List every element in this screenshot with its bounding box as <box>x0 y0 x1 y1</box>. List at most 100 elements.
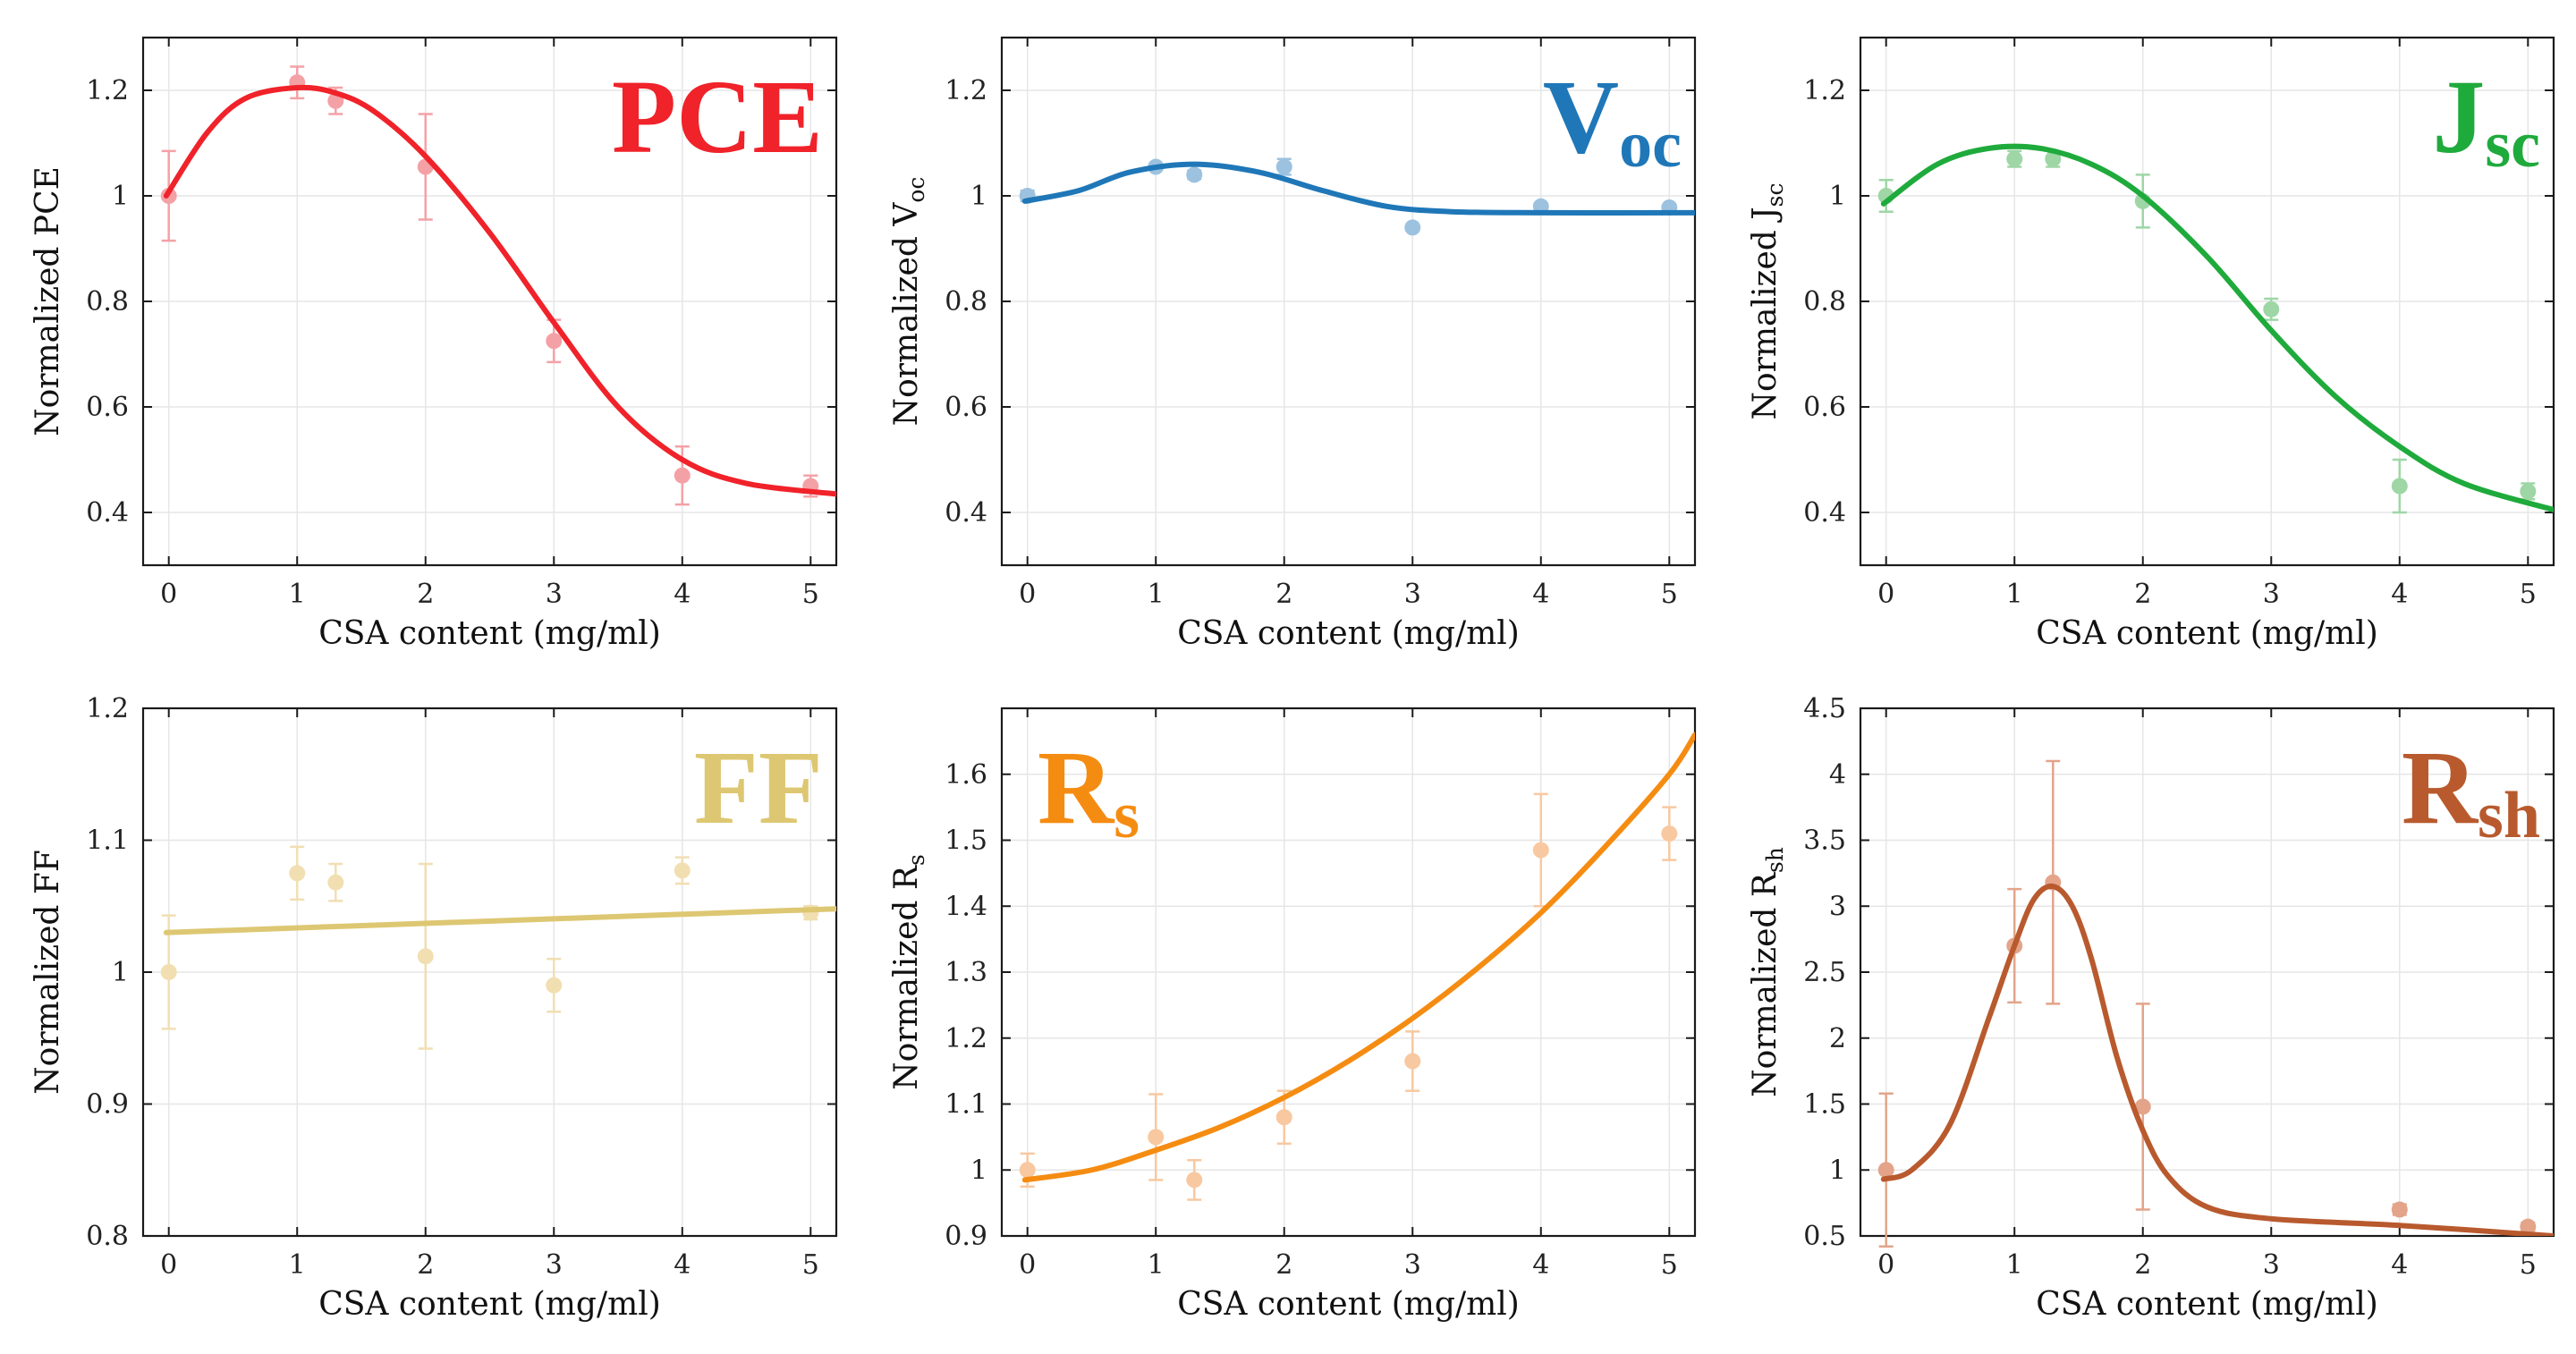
y-tick-label: 1.6 <box>945 759 987 791</box>
y-tick-label: 1 <box>1829 1155 1846 1186</box>
x-tick-label: 2 <box>2134 1249 2151 1281</box>
y-tick-label: 1.1 <box>86 825 129 857</box>
data-point <box>2006 150 2023 167</box>
y-axis-label: Normalized PCE <box>30 166 66 436</box>
y-tick-label: 1.2 <box>945 75 987 106</box>
x-tick-label: 1 <box>2006 1249 2023 1281</box>
y-tick-label: 0.5 <box>1803 1221 1846 1252</box>
fit-curve <box>1021 161 1695 216</box>
x-tick-label: 3 <box>1404 1249 1421 1281</box>
data-point <box>2391 1201 2408 1218</box>
chart-panel-0: 0 1 2 3 4 5 0.4 0.6 0.8 1 1.2 CSA content (mg/ml) No… <box>30 36 838 652</box>
x-tick-label: 3 <box>546 579 563 610</box>
x-axis-label: CSA content (mg/ml) <box>1177 1286 1520 1323</box>
x-tick-label: 1 <box>1148 579 1165 610</box>
y-axis-label-main: Normalized R <box>888 865 925 1090</box>
y-tick-label: 0.4 <box>1803 497 1846 529</box>
chart-panel-4: 0 1 2 3 4 5 0.9 1 1.1 1.2 1.3 1.4 1.5 1.6 CSA content … <box>888 707 1697 1323</box>
data-point <box>674 467 691 484</box>
x-tick-label: 4 <box>2391 579 2408 610</box>
data-point <box>327 874 344 891</box>
y-axis-label: Normalized Rs <box>888 854 929 1090</box>
y-axis-label-main: Normalized J <box>1747 207 1784 419</box>
fit-curve <box>1880 883 2554 1236</box>
y-axis-label: Normalized Rsh <box>1747 847 1788 1097</box>
y-tick-label: 0.9 <box>86 1089 129 1121</box>
data-point <box>160 964 177 980</box>
x-tick-label: 4 <box>674 1249 691 1281</box>
y-tick-label: 1.3 <box>945 957 987 988</box>
y-tick-label: 3 <box>1829 891 1846 922</box>
chart-title: PCE <box>612 58 823 175</box>
y-tick-label: 0.4 <box>945 497 987 529</box>
x-tick-label: 1 <box>1148 1249 1165 1281</box>
y-tick-label: 2 <box>1829 1023 1846 1054</box>
x-tick-label: 3 <box>2263 579 2280 610</box>
y-tick-label: 1 <box>970 181 987 212</box>
y-tick-label: 0.9 <box>945 1221 987 1252</box>
chart-title: Voc <box>1543 58 1682 182</box>
x-axis-label: CSA content (mg/ml) <box>2036 1286 2378 1323</box>
y-tick-label: 0.4 <box>86 497 129 529</box>
y-axis-label-main: Normalized PCE <box>30 166 66 436</box>
data-point <box>2520 1218 2537 1235</box>
x-tick-label: 0 <box>160 579 177 610</box>
y-axis-label-sub: sc <box>1762 182 1788 207</box>
y-axis-label-sub: oc <box>903 177 929 203</box>
y-tick-label: 1.5 <box>945 825 987 857</box>
x-tick-label: 2 <box>417 579 434 610</box>
data-point <box>289 865 306 882</box>
x-axis-label: CSA content (mg/ml) <box>318 1286 661 1323</box>
x-tick-label: 1 <box>289 579 306 610</box>
chart-title-main: R <box>1038 729 1115 846</box>
y-tick-label: 1 <box>112 181 129 212</box>
x-tick-label: 3 <box>2263 1249 2280 1281</box>
x-axis-label: CSA content (mg/ml) <box>2036 615 2378 652</box>
chart-panel-5: 0 1 2 3 4 5 0.5 1 1.5 2 2.5 3 3.5 4 4.5 CSA content (mg… <box>1747 693 2555 1323</box>
data-point <box>1532 842 1549 859</box>
y-tick-label: 1 <box>112 957 129 988</box>
data-point <box>546 977 563 994</box>
y-tick-label: 2.5 <box>1803 957 1846 988</box>
x-tick-label: 5 <box>2520 1249 2537 1281</box>
x-tick-label: 2 <box>417 1249 434 1281</box>
x-tick-label: 0 <box>160 1249 177 1281</box>
x-axis-label: CSA content (mg/ml) <box>318 615 661 652</box>
y-axis-label-main: Normalized FF <box>30 850 66 1095</box>
y-tick-label: 1.2 <box>86 693 129 724</box>
chart-title-main: V <box>1543 58 1619 175</box>
y-tick-label: 0.8 <box>86 286 129 317</box>
y-axis-label-main: Normalized V <box>888 202 925 427</box>
y-tick-label: 1.5 <box>1803 1089 1846 1121</box>
data-point <box>1404 219 1421 236</box>
chart-title-main: J <box>2432 58 2485 175</box>
y-tick-label: 1.2 <box>1803 75 1846 106</box>
x-tick-label: 1 <box>2006 579 2023 610</box>
x-tick-label: 5 <box>1661 1249 1678 1281</box>
y-axis-label-main: Normalized R <box>1747 872 1784 1097</box>
x-tick-label: 5 <box>802 1249 819 1281</box>
data-point <box>2391 478 2408 495</box>
y-axis-label: Normalized Jsc <box>1747 182 1788 419</box>
y-axis-label: Normalized FF <box>30 850 66 1095</box>
chart-title-sub: sh <box>2478 779 2540 852</box>
chart-title-main: PCE <box>612 58 823 175</box>
chart-title: Rsh <box>2402 729 2540 852</box>
x-tick-label: 5 <box>2520 579 2537 610</box>
x-tick-label: 3 <box>546 1249 563 1281</box>
chart-title: Jsc <box>2432 58 2540 182</box>
y-axis-label: Normalized Voc <box>888 177 929 427</box>
y-tick-label: 0.6 <box>86 392 129 423</box>
chart-panel-2: 0 1 2 3 4 5 0.4 0.6 0.8 1 1.2 CSA content (mg/ml) No… <box>1747 36 2555 652</box>
chart-title-sub: oc <box>1619 108 1682 182</box>
data-point <box>1019 1162 1036 1179</box>
chart-title-main: FF <box>694 729 823 846</box>
y-tick-label: 1.2 <box>86 75 129 106</box>
data-point <box>2134 1098 2151 1115</box>
x-tick-label: 0 <box>1877 1249 1894 1281</box>
data-point <box>1404 1053 1421 1070</box>
y-tick-label: 0.8 <box>1803 286 1846 317</box>
y-axis-label-sub: s <box>903 854 929 866</box>
x-tick-label: 0 <box>1019 1249 1036 1281</box>
